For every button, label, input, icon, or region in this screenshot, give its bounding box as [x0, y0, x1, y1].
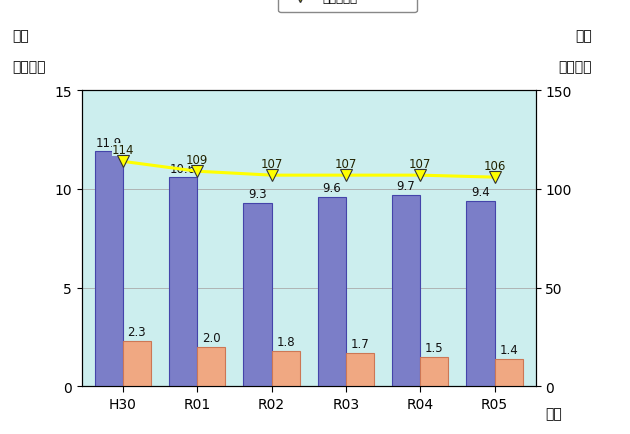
- Text: 元利: 元利: [13, 30, 30, 43]
- Text: 9.4: 9.4: [471, 186, 490, 199]
- Text: 114: 114: [112, 144, 134, 157]
- Text: 109: 109: [186, 154, 209, 167]
- Bar: [420, 357, 449, 386]
- Bar: [466, 201, 495, 386]
- Text: 106: 106: [483, 160, 506, 173]
- Text: 残高: 残高: [575, 30, 592, 43]
- Text: （億円）: （億円）: [559, 60, 592, 74]
- Bar: [392, 195, 420, 386]
- Text: 1.7: 1.7: [351, 338, 369, 350]
- Bar: [243, 203, 272, 386]
- Bar: [272, 351, 300, 386]
- Text: 107: 107: [409, 158, 432, 171]
- Text: 10.6: 10.6: [170, 162, 196, 175]
- Text: 2.0: 2.0: [202, 332, 220, 345]
- Bar: [495, 359, 523, 386]
- Text: 1.8: 1.8: [277, 335, 295, 349]
- Bar: [169, 178, 197, 386]
- Text: 1.5: 1.5: [425, 342, 444, 355]
- Text: 年度: 年度: [545, 406, 562, 420]
- Text: 2.3: 2.3: [128, 326, 146, 339]
- Bar: [94, 152, 123, 386]
- Bar: [318, 197, 346, 386]
- Text: 9.7: 9.7: [397, 180, 416, 193]
- Bar: [197, 347, 226, 386]
- Legend: 元金の返済額(借換債除く), 企業債利息, 借入金残高: 元金の返済額(借換債除く), 企業債利息, 借入金残高: [278, 0, 416, 13]
- Bar: [123, 341, 151, 386]
- Text: （億円）: （億円）: [13, 60, 46, 74]
- Bar: [346, 353, 374, 386]
- Text: 9.6: 9.6: [323, 182, 341, 195]
- Text: 1.4: 1.4: [500, 343, 518, 356]
- Text: 9.3: 9.3: [248, 188, 266, 201]
- Text: 107: 107: [260, 158, 283, 171]
- Text: 107: 107: [335, 158, 357, 171]
- Text: 11.9: 11.9: [96, 137, 122, 150]
